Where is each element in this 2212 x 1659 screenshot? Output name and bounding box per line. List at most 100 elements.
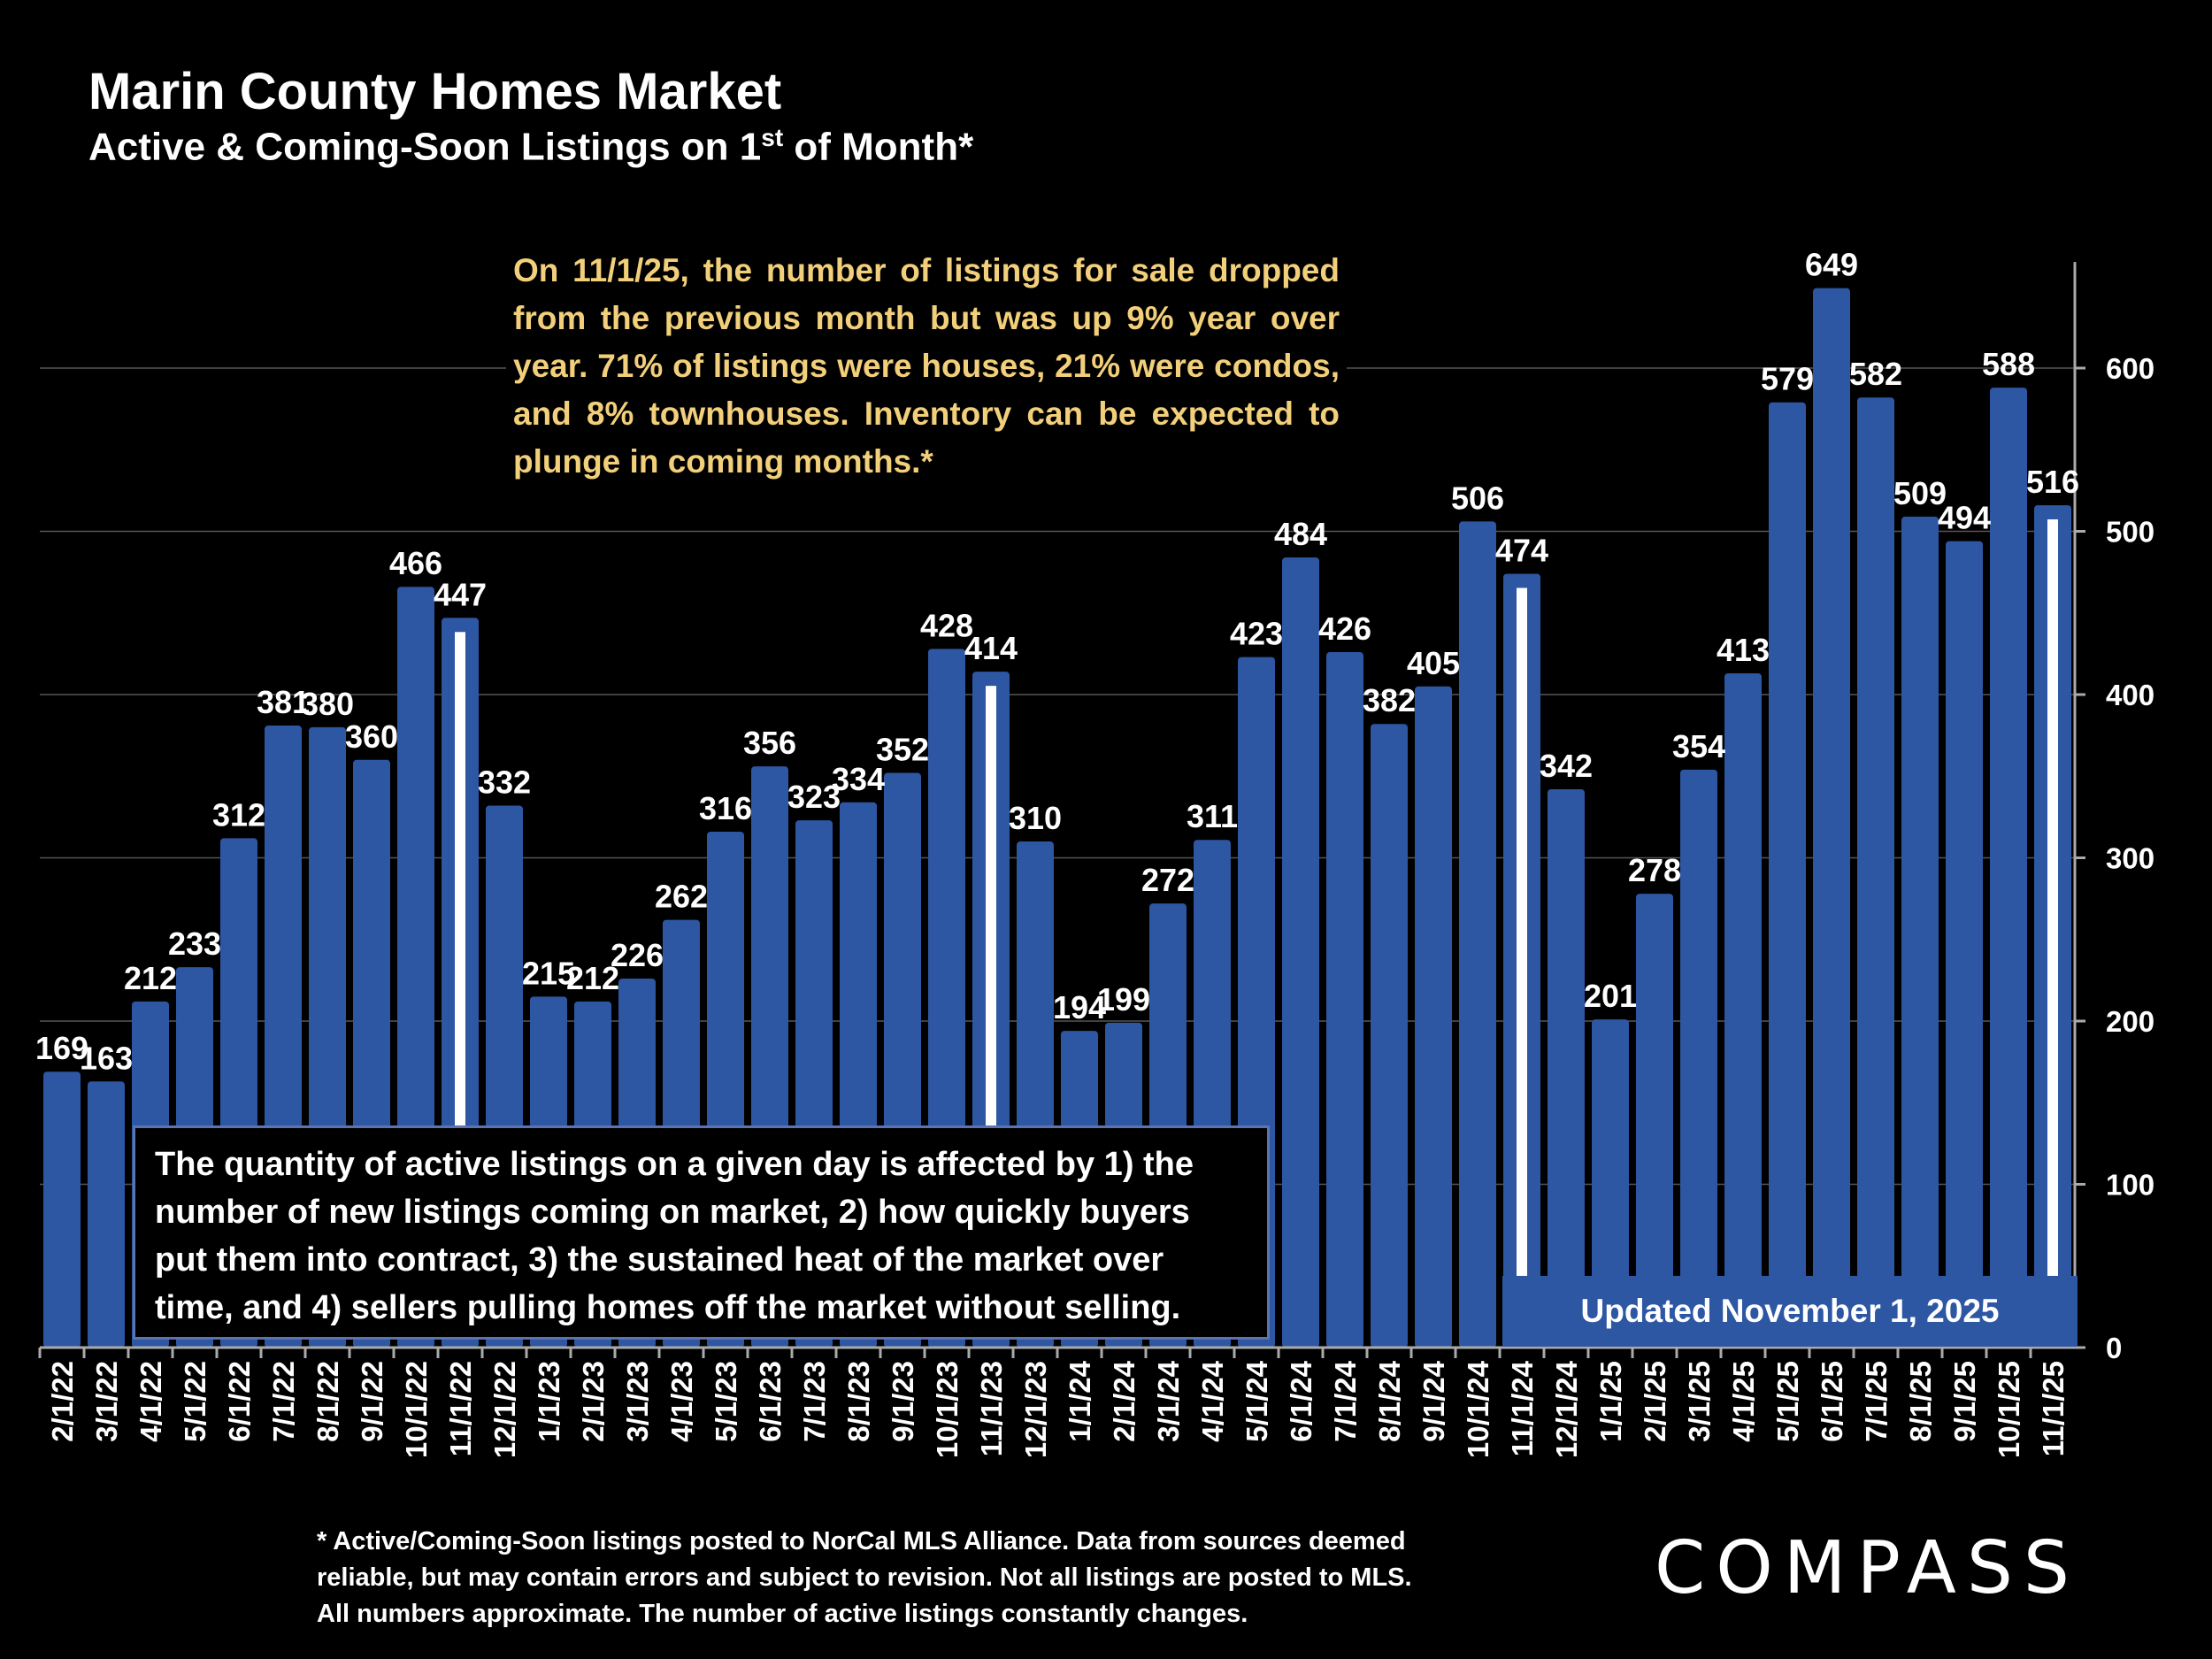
data-label: 163: [80, 1040, 133, 1076]
x-tick-label: 5/1/23: [710, 1361, 742, 1442]
data-label: 509: [1893, 475, 1947, 511]
footnote-line: reliable, but may contain errors and sub…: [317, 1563, 1412, 1592]
data-label: 356: [743, 725, 796, 761]
x-tick-label: 1/1/25: [1594, 1361, 1627, 1442]
x-tick-label: 4/1/23: [665, 1361, 698, 1442]
data-label: 381: [257, 684, 310, 720]
data-label: 311: [1187, 798, 1238, 834]
data-label: 352: [876, 732, 929, 768]
x-tick-label: 6/1/22: [223, 1361, 256, 1442]
footnote-line: All numbers approximate. The number of a…: [317, 1600, 1248, 1628]
bar: [1371, 724, 1408, 1348]
x-tick-label: 2/1/24: [1108, 1360, 1141, 1441]
x-tick-label: 4/1/25: [1727, 1361, 1760, 1442]
data-label: 262: [655, 879, 708, 915]
x-tick-label: 3/1/22: [90, 1361, 123, 1442]
data-label: 447: [434, 576, 487, 612]
x-tick-label: 10/1/24: [1462, 1360, 1494, 1458]
data-label: 405: [1407, 645, 1460, 681]
data-label: 278: [1628, 852, 1681, 888]
x-tick-label: 2/1/22: [46, 1361, 79, 1442]
footnote: * Active/Coming-Soon listings posted to …: [317, 1524, 1555, 1632]
data-label: 169: [35, 1030, 88, 1066]
data-label: 201: [1584, 978, 1637, 1014]
y-tick-label: 400: [2106, 679, 2154, 711]
y-tick-label: 0: [2106, 1332, 2122, 1364]
x-tick-label: 8/1/23: [842, 1361, 875, 1442]
x-tick-label: 5/1/24: [1240, 1360, 1273, 1441]
bar: [1680, 769, 1717, 1348]
data-label: 466: [389, 545, 442, 581]
bar: [1415, 686, 1452, 1348]
data-label: 516: [2026, 464, 2079, 500]
data-label: 579: [1761, 361, 1814, 397]
y-tick-label: 100: [2106, 1169, 2154, 1202]
bar: [1636, 894, 1673, 1348]
data-label: 423: [1230, 616, 1283, 652]
x-tick-label: 3/1/23: [621, 1361, 654, 1442]
bar: [1901, 516, 1939, 1348]
bar: [1592, 1019, 1629, 1348]
x-tick-label: 9/1/22: [356, 1361, 388, 1442]
data-label: 312: [212, 796, 265, 833]
x-tick-label: 6/1/25: [1816, 1361, 1848, 1442]
bar: [1769, 402, 1806, 1348]
x-tick-label: 7/1/25: [1860, 1361, 1893, 1442]
x-tick-label: 6/1/23: [754, 1361, 787, 1442]
x-tick-label: 2/1/23: [577, 1361, 610, 1442]
y-tick-label: 300: [2106, 842, 2154, 875]
x-tick-label: 10/1/23: [931, 1361, 964, 1458]
x-tick-label: 8/1/25: [1904, 1361, 1937, 1442]
data-label: 484: [1274, 516, 1327, 552]
x-tick-label: 1/1/23: [533, 1361, 565, 1442]
x-tick-label: 11/1/25: [2037, 1361, 2070, 1456]
x-tick-label: 8/1/22: [311, 1361, 344, 1442]
bar: [1990, 388, 2027, 1348]
data-label: 494: [1938, 500, 1991, 536]
bar: [1548, 789, 1585, 1348]
bar: [1813, 288, 1850, 1348]
data-label: 316: [699, 790, 752, 826]
data-label: 426: [1318, 611, 1371, 647]
data-label: 332: [478, 764, 531, 800]
x-tick-label: 12/1/22: [488, 1361, 521, 1458]
data-label: 360: [345, 718, 398, 755]
data-label: 310: [1009, 800, 1062, 836]
x-tick-label: 11/1/24: [1506, 1360, 1539, 1456]
data-label: 380: [301, 686, 354, 722]
x-tick-label: 7/1/22: [267, 1361, 300, 1442]
bar: [1459, 521, 1496, 1348]
bar: [1724, 673, 1762, 1348]
x-tick-label: 2/1/25: [1639, 1361, 1671, 1442]
footnote-line: * Active/Coming-Soon listings posted to …: [317, 1527, 1406, 1555]
bar: [1946, 541, 1983, 1348]
data-label: 199: [1097, 981, 1150, 1018]
x-tick-label: 7/1/23: [798, 1361, 831, 1442]
subtitle-suffix: of Month*: [783, 125, 974, 169]
data-label: 212: [566, 960, 619, 996]
x-tick-label: 12/1/24: [1550, 1360, 1583, 1458]
x-tick-label: 9/1/25: [1948, 1361, 1981, 1442]
x-tick-label: 8/1/24: [1373, 1360, 1406, 1441]
data-label: 474: [1495, 532, 1548, 568]
highlight-marker: [2047, 518, 2058, 1330]
data-label: 342: [1540, 748, 1593, 784]
x-tick-label: 3/1/25: [1683, 1361, 1716, 1442]
highlight-marker: [1517, 588, 1527, 1330]
y-tick-label: 600: [2106, 352, 2154, 385]
x-tick-label: 5/1/25: [1771, 1361, 1804, 1442]
data-label: 382: [1363, 682, 1416, 718]
y-tick-label: 500: [2106, 516, 2154, 549]
chart-subtitle: Active & Coming-Soon Listings on 1st of …: [88, 124, 973, 170]
subtitle-text: Active & Coming-Soon Listings on 1: [88, 125, 762, 169]
bar: [88, 1081, 125, 1348]
x-tick-label: 5/1/22: [179, 1361, 211, 1442]
data-label: 226: [611, 937, 664, 973]
y-tick-label: 200: [2106, 1005, 2154, 1038]
x-tick-label: 9/1/24: [1417, 1360, 1450, 1441]
bar: [1857, 397, 1894, 1348]
x-tick-label: 1/1/24: [1064, 1360, 1096, 1441]
x-tick-label: 4/1/22: [134, 1361, 167, 1442]
data-label: 212: [124, 960, 177, 996]
bar: [43, 1071, 81, 1348]
